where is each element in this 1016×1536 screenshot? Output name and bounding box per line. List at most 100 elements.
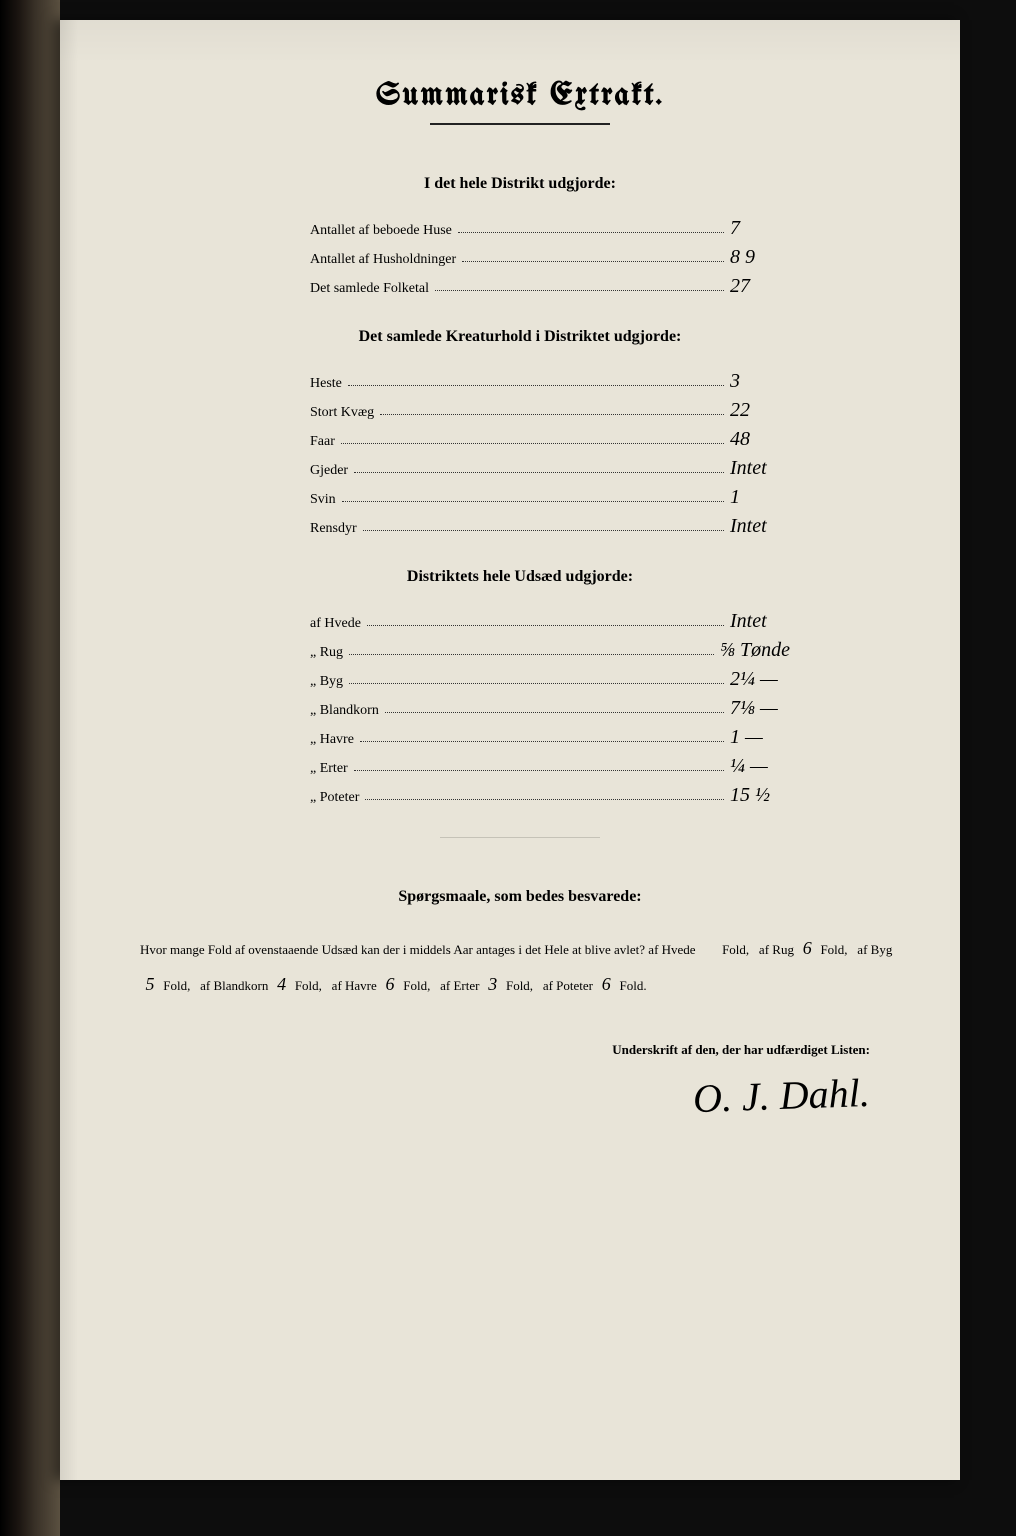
fold-value: 4 xyxy=(272,966,292,1002)
leader-dots xyxy=(342,501,724,502)
book-binding xyxy=(0,0,60,1536)
data-row: Det samlede Folketal 27 xyxy=(130,275,910,298)
data-row: „ Rug ⅝ Tønde xyxy=(130,639,910,662)
section2-rows: Heste 3 Stort Kvæg 22 Faar 48 Gjeder Intet Svin 1… xyxy=(130,370,910,538)
fold-label: af Rug xyxy=(759,942,794,957)
leader-dots xyxy=(348,385,724,386)
row-label: „ Rug xyxy=(310,645,343,661)
row-value: Intet xyxy=(730,515,790,538)
row-value: 1 xyxy=(730,486,790,509)
data-row: Gjeder Intet xyxy=(130,457,910,480)
leader-dots xyxy=(363,530,724,531)
fold-unit: Fold, xyxy=(403,978,430,993)
data-row: Antallet af beboede Huse 7 xyxy=(130,217,910,240)
row-label: „ Byg xyxy=(310,674,343,690)
fold-value: 6 xyxy=(596,966,616,1002)
data-row: „ Poteter 15 ½ xyxy=(130,784,910,807)
data-row: Svin 1 xyxy=(130,486,910,509)
row-value: Intet xyxy=(730,610,790,633)
row-label: „ Poteter xyxy=(310,790,359,806)
fold-value: 5 xyxy=(140,966,160,1002)
leader-dots xyxy=(462,261,724,262)
data-row: Rensdyr Intet xyxy=(130,515,910,538)
fold-unit: Fold. xyxy=(619,978,646,993)
fold-label: af Havre xyxy=(332,978,377,993)
row-label: Antallet af beboede Huse xyxy=(310,223,452,239)
page-title: Summarisk Extrakt. xyxy=(130,80,910,113)
row-label: af Hvede xyxy=(310,616,361,632)
fold-value: 3 xyxy=(483,966,503,1002)
section1-heading: I det hele Distrikt udgjorde: xyxy=(130,175,910,193)
section3-rows: af Hvede Intet „ Rug ⅝ Tønde „ Byg 2¼ — „ Blan… xyxy=(130,610,910,807)
fold-label: af Blandkorn xyxy=(200,978,268,993)
row-label: „ Erter xyxy=(310,761,348,777)
fold-unit: Fold, xyxy=(722,942,749,957)
data-row: Faar 48 xyxy=(130,428,910,451)
question-intro: Hvor mange Fold af ovenstaaende Udsæd ka… xyxy=(140,942,645,957)
row-value: 48 xyxy=(730,428,790,451)
data-row: Antallet af Husholdninger8 9 xyxy=(130,246,910,269)
scan-frame: Summarisk Extrakt. I det hele Distrikt u… xyxy=(0,0,1016,1536)
data-row: „ Erter ¼ — xyxy=(130,755,910,778)
leader-dots xyxy=(367,625,724,626)
row-value: 15 ½ xyxy=(730,784,790,807)
row-label: „ Havre xyxy=(310,732,354,748)
fold-unit: Fold, xyxy=(506,978,533,993)
section1-rows: Antallet af beboede Huse 7 Antallet af Hus… xyxy=(130,217,910,298)
row-label: Faar xyxy=(310,434,335,450)
row-label: Svin xyxy=(310,492,336,508)
document-page: Summarisk Extrakt. I det hele Distrikt u… xyxy=(60,20,960,1480)
data-row: Stort Kvæg 22 xyxy=(130,399,910,422)
fold-label: af Hvede xyxy=(648,942,695,957)
row-value: Intet xyxy=(730,457,790,480)
fold-label: af Poteter xyxy=(543,978,593,993)
signature-block: Underskrift af den, der har udfærdiget L… xyxy=(130,1042,910,1119)
row-label: Heste xyxy=(310,376,342,392)
leader-dots xyxy=(349,654,714,655)
signature-name: O. J. Dahl. xyxy=(693,1069,871,1122)
row-label: Gjeder xyxy=(310,463,348,479)
section2-heading: Det samlede Kreaturhold i Distriktet udg… xyxy=(130,328,910,346)
divider xyxy=(440,837,600,838)
row-label: Rensdyr xyxy=(310,521,357,537)
fold-unit: Fold, xyxy=(820,942,847,957)
leader-dots xyxy=(380,414,724,415)
row-value: ⅝ Tønde xyxy=(720,639,790,662)
leader-dots xyxy=(354,472,724,473)
row-value: ¼ — xyxy=(730,755,790,778)
fold-value: 6 xyxy=(380,966,400,1002)
row-label: „ Blandkorn xyxy=(310,703,379,719)
leader-dots xyxy=(360,741,724,742)
section3-heading: Distriktets hele Udsæd udgjorde: xyxy=(130,568,910,586)
fold-value: 6 xyxy=(797,930,817,966)
leader-dots xyxy=(458,232,724,233)
fold-label: af Byg xyxy=(857,942,892,957)
fold-label: af Erter xyxy=(440,978,479,993)
row-value: 7⅛ — xyxy=(730,697,790,720)
row-value: 7 xyxy=(730,217,790,240)
leader-dots xyxy=(349,683,724,684)
row-value: 1 — xyxy=(730,726,790,749)
data-row: af Hvede Intet xyxy=(130,610,910,633)
data-row: „ Havre 1 — xyxy=(130,726,910,749)
signature-label: Underskrift af den, der har udfærdiget L… xyxy=(130,1042,870,1058)
row-label: Det samlede Folketal xyxy=(310,281,429,297)
question-lines: Hvor mange Fold af ovenstaaende Udsæd ka… xyxy=(130,930,910,1002)
row-value: 2¼ — xyxy=(730,668,790,691)
row-value: 22 xyxy=(730,399,790,422)
row-value: 3 xyxy=(730,370,790,393)
question-block: Spørgsmaale, som bedes besvarede: Hvor m… xyxy=(130,888,910,1002)
data-row: „ Blandkorn 7⅛ — xyxy=(130,697,910,720)
fold-unit: Fold, xyxy=(295,978,322,993)
data-row: „ Byg 2¼ — xyxy=(130,668,910,691)
leader-dots xyxy=(341,443,724,444)
row-value: 27 xyxy=(730,275,790,298)
row-value: 8 9 xyxy=(730,246,790,269)
row-label: Stort Kvæg xyxy=(310,405,374,421)
fold-unit: Fold, xyxy=(163,978,190,993)
leader-dots xyxy=(365,799,724,800)
question-heading: Spørgsmaale, som bedes besvarede: xyxy=(130,888,910,906)
leader-dots xyxy=(385,712,724,713)
leader-dots xyxy=(435,290,724,291)
leader-dots xyxy=(354,770,724,771)
